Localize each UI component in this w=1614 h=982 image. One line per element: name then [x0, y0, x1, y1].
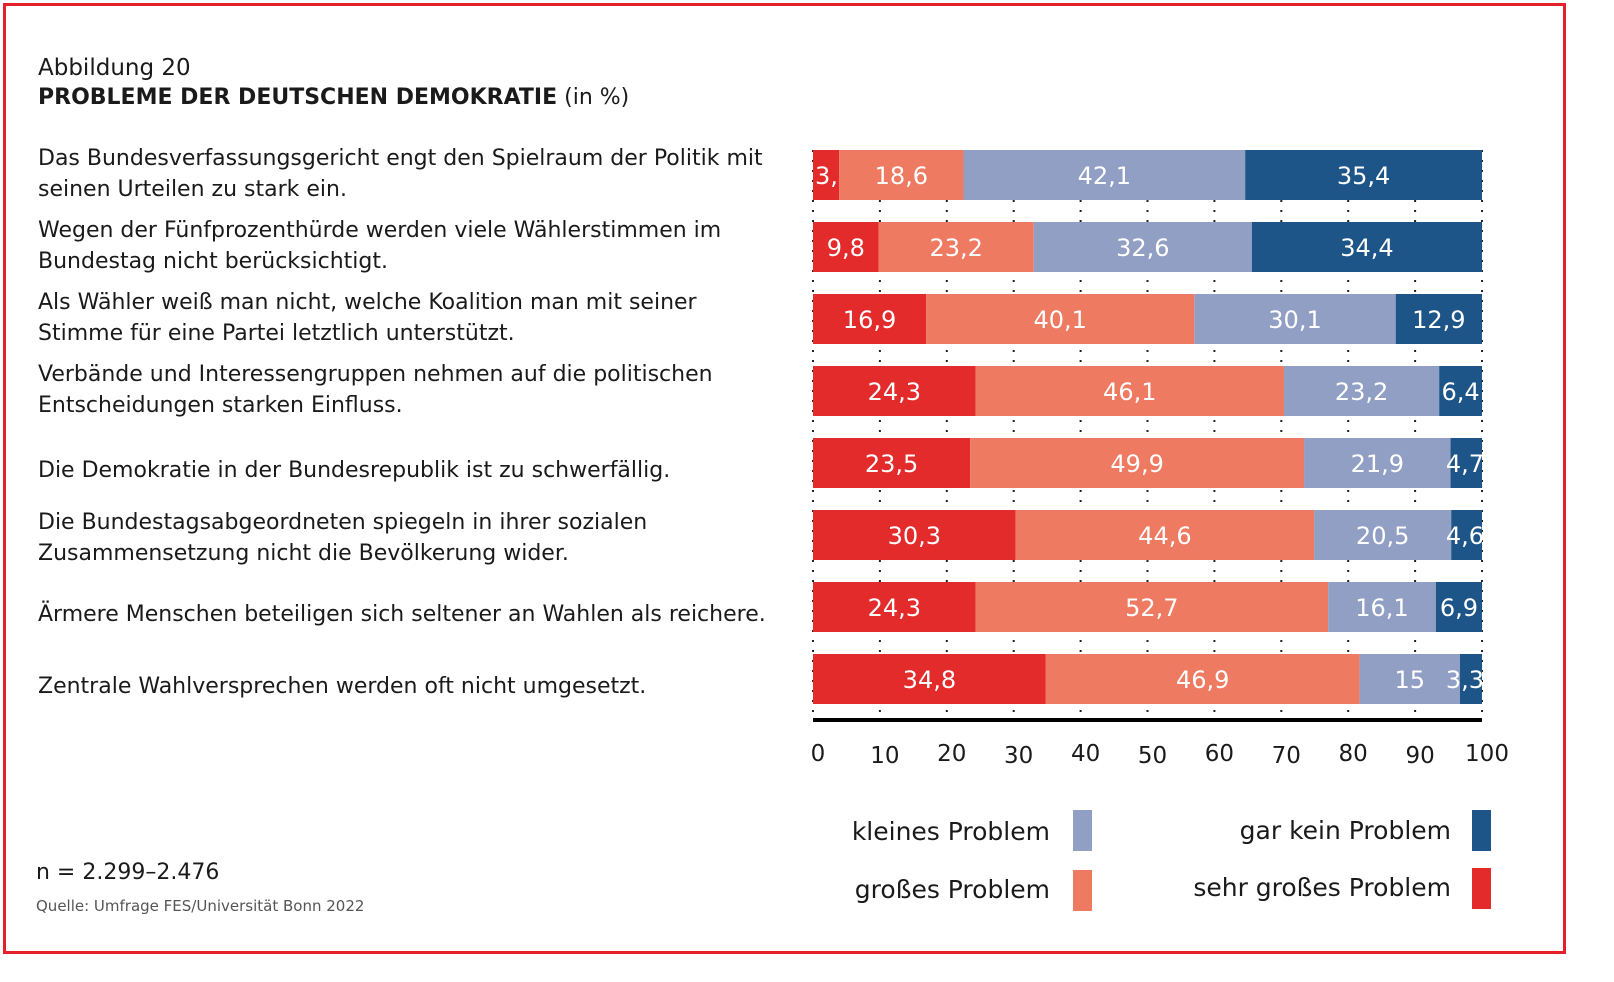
legend-label-klein: kleines Problem: [851, 817, 1050, 846]
bar-segment: [1451, 510, 1482, 560]
data-label: 6,4: [1442, 378, 1480, 406]
x-tick-label: 30: [1004, 743, 1033, 769]
bar-segment: [813, 150, 840, 200]
data-label: 9,8: [827, 234, 865, 262]
legend-swatch-sehr-gross: [1472, 868, 1491, 909]
data-label: 44,6: [1138, 522, 1191, 550]
data-label: 4,6: [1446, 522, 1484, 550]
chart-title: PROBLEME DER DEUTSCHEN DEMOKRATIE (in %): [38, 85, 629, 110]
source-note: Quelle: Umfrage FES/Universität Bonn 202…: [36, 897, 365, 915]
data-label: 46,1: [1103, 378, 1156, 406]
category-label: Als Wähler weiß man nicht, welche Koalit…: [38, 290, 697, 346]
bar-segment: [813, 222, 879, 272]
bar-segment: [878, 222, 1034, 272]
x-tick-label: 50: [1138, 743, 1167, 769]
x-tick-label: 90: [1405, 743, 1434, 769]
data-label: 52,7: [1125, 594, 1178, 622]
title-unit: (in %): [564, 85, 630, 110]
bar-segment: [963, 150, 1246, 200]
data-label: 35,4: [1337, 162, 1390, 190]
bar-segment: [1439, 366, 1482, 416]
legend-label-gar-kein: gar kein Problem: [1239, 816, 1451, 845]
x-tick-label: 60: [1205, 741, 1234, 767]
x-tick-label: 80: [1339, 741, 1368, 767]
bar-segment: [970, 438, 1305, 488]
bar-segment: [813, 582, 976, 632]
bar-segment: [813, 294, 927, 344]
data-label: 49,9: [1110, 450, 1163, 478]
data-label: 30,1: [1268, 306, 1321, 334]
figure-label: Abbildung 20: [38, 55, 191, 81]
bar-segment: [1304, 438, 1451, 488]
legend-swatch-klein: [1073, 810, 1092, 851]
category-label: Die Demokratie in der Bundesrepublik ist…: [38, 458, 671, 483]
x-tick-label: 70: [1272, 743, 1301, 769]
data-label: 34,4: [1340, 234, 1393, 262]
bar-segment: [1314, 510, 1452, 560]
data-label: 15: [1394, 666, 1425, 694]
data-label: 12,9: [1412, 306, 1465, 334]
x-tick-label: 0: [811, 741, 826, 767]
data-label: 42,1: [1078, 162, 1131, 190]
bar-segment: [1459, 654, 1482, 704]
category-label: Das Bundesverfassungsgericht engt den Sp…: [38, 146, 763, 202]
data-label: 40,1: [1033, 306, 1086, 334]
sample-size: n = 2.299–2.476: [36, 860, 220, 885]
figure-frame: [3, 3, 1566, 954]
title-main: PROBLEME DER DEUTSCHEN DEMOKRATIE: [38, 85, 558, 110]
bar-segment: [1435, 582, 1482, 632]
data-label: 6,9: [1440, 594, 1478, 622]
category-label: Die Bundestagsabgeordneten spiegeln in i…: [38, 510, 648, 566]
data-label: 24,3: [868, 594, 921, 622]
data-label: 32,6: [1116, 234, 1169, 262]
legend-swatch-gar-kein: [1472, 810, 1491, 851]
x-tick-label: 20: [937, 741, 966, 767]
bar-segment: [813, 366, 976, 416]
legend-label-gross: großes Problem: [854, 875, 1050, 904]
bar-segment: [1045, 654, 1360, 704]
bar-segment: [975, 582, 1329, 632]
x-tick-label: 40: [1071, 741, 1100, 767]
bar-segment: [813, 510, 1016, 560]
data-label: 4,7: [1446, 450, 1484, 478]
bar-segment: [813, 438, 971, 488]
data-label: 21,9: [1351, 450, 1404, 478]
bar-segment: [1359, 654, 1460, 704]
category-label: Zentrale Wahlversprechen werden oft nich…: [38, 674, 647, 699]
bar-segment: [839, 150, 964, 200]
data-label: 16,9: [843, 306, 896, 334]
data-label: 46,9: [1176, 666, 1229, 694]
bar-segment: [1033, 222, 1252, 272]
bar-segment: [1450, 438, 1482, 488]
legend-swatch-gross: [1073, 870, 1092, 911]
data-label: 23,2: [929, 234, 982, 262]
data-label: 18,6: [875, 162, 928, 190]
bar-segment: [1395, 294, 1482, 344]
data-label: 23,2: [1335, 378, 1388, 406]
data-label: 34,8: [903, 666, 956, 694]
data-label: 30,3: [888, 522, 941, 550]
data-label: 20,5: [1356, 522, 1409, 550]
bar-segment: [1251, 222, 1482, 272]
bar-segment: [1194, 294, 1396, 344]
x-tick-label: 10: [870, 743, 899, 769]
data-label: 23,5: [865, 450, 918, 478]
data-label: 3,3: [1446, 666, 1484, 694]
data-label: 24,3: [868, 378, 921, 406]
bar-segment: [813, 654, 1046, 704]
category-label: Wegen der Fünfprozenthürde werden viele …: [38, 218, 722, 274]
data-label: 16,1: [1355, 594, 1408, 622]
bar-segment: [975, 366, 1284, 416]
bar-segment: [926, 294, 1195, 344]
bar-segment: [1015, 510, 1315, 560]
bar-segment: [1283, 366, 1440, 416]
legend-label-sehr-gross: sehr großes Problem: [1193, 873, 1451, 902]
bar-segment: [1245, 150, 1482, 200]
category-label: Ärmere Menschen beteiligen sich seltener…: [38, 602, 766, 627]
bar-segment: [1328, 582, 1436, 632]
x-tick-label: 100: [1465, 741, 1509, 767]
category-label: Verbände und Interessengruppen nehmen au…: [38, 362, 713, 418]
